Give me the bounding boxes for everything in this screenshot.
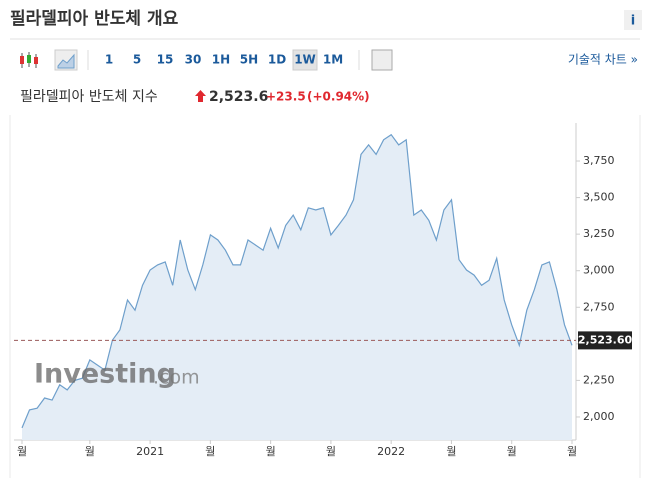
x-tick-label: 월 [266,445,276,458]
change: +23.5 [266,90,306,104]
x-tick-label: 2021 [136,445,164,458]
interval-button[interactable]: 15 [157,53,174,67]
interval-button[interactable]: 5 [133,53,141,67]
candle-icon[interactable] [20,52,38,68]
y-tick-label: 2,750 [583,300,615,313]
interval-button[interactable]: 30 [185,53,202,67]
y-tick-label: 2,250 [583,373,615,386]
up-arrow [195,90,206,102]
info-button[interactable] [624,10,642,30]
price: 2,523.6 [209,89,268,105]
x-tick-label: 월 [507,445,517,458]
last-price-box [578,331,632,350]
interval-button[interactable]: 1D [268,53,286,67]
x-tick-label: 월 [326,445,336,458]
price-line [21,133,573,429]
y-tick-label: 3,500 [583,191,615,204]
widget-title: 필라델피아 반도체 개요 [10,8,179,29]
interval-button[interactable]: 1H [212,53,230,67]
y-tick-label: 3,750 [583,154,615,167]
info-icon[interactable]: i [631,14,635,29]
area-fill [22,134,572,440]
x-tick-label: 2022 [377,445,405,458]
y-tick-label: 3,000 [583,264,615,277]
area-icon-shape [57,53,75,69]
interval-button[interactable]: 1M [323,53,343,67]
x-tick-label: 월 [17,445,27,458]
y-tick-label: 2,000 [583,410,615,423]
interval-button[interactable]: 1 [105,53,113,67]
x-tick-label: 월 [85,445,95,458]
x-tick-label: 월 [205,445,215,458]
y-tick-label: 3,250 [583,227,615,240]
watermark: .com [153,367,200,389]
last-price-label: 2,523.60 [578,333,633,346]
watermark: Investing [34,359,176,390]
layout-icon[interactable] [371,49,393,71]
x-tick-label: 월 [446,445,456,458]
change-pct: (+0.94%) [307,90,370,104]
selected-interval [292,49,318,71]
tech-chart-link[interactable]: 기술적 차트 » [568,53,638,67]
interval-button[interactable]: 1W [294,53,316,67]
index-name: 필라델피아 반도체 지수 [20,89,158,105]
interval-button[interactable]: 5H [240,53,258,67]
x-tick-label: 월 [567,445,577,458]
